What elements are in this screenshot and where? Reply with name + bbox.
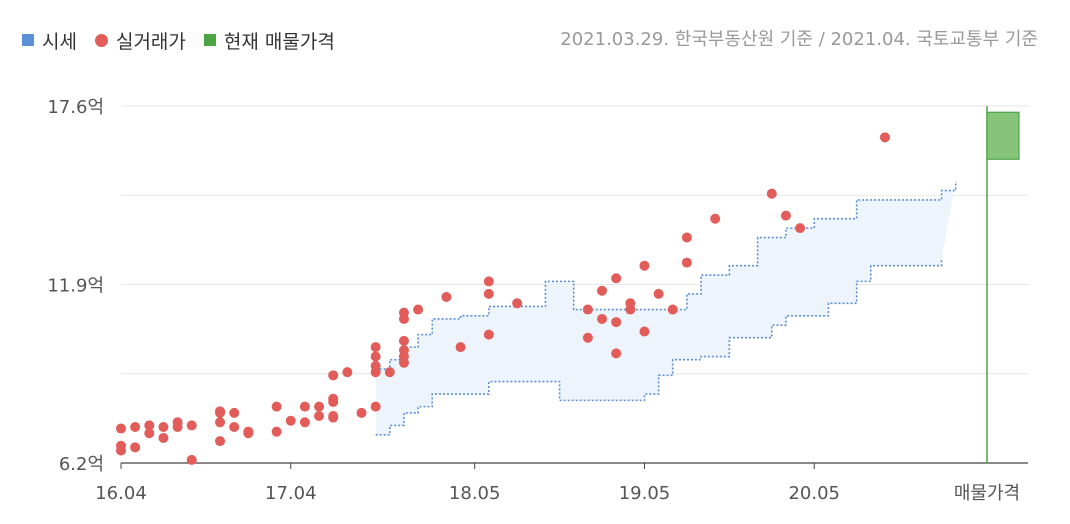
actual-trade-point: [766, 188, 777, 199]
actual-trade-point: [328, 393, 339, 404]
actual-trade-point: [483, 329, 494, 340]
actual-trade-point: [483, 276, 494, 287]
x-tick-label: 18.05: [449, 483, 501, 504]
actual-trade-point: [285, 415, 296, 426]
y-tick-label: 17.6억: [47, 97, 104, 118]
x-tick-label: 19.05: [619, 483, 671, 504]
actual-trade-point: [681, 232, 692, 243]
actual-trade-point: [611, 317, 622, 328]
listing-swatch-icon: [203, 34, 216, 46]
actual-trade-point: [639, 326, 650, 337]
x-tick-label: 16.04: [95, 483, 147, 504]
actual-trade-point: [681, 257, 692, 268]
actual-trade-point: [116, 440, 126, 451]
y-tick-label: 6.2억: [59, 454, 104, 475]
actual-trade-point: [398, 345, 409, 356]
actual-trade-point: [597, 313, 608, 324]
actual-trade-point: [229, 407, 240, 418]
actual-trade-point: [299, 401, 310, 412]
actual-trade-point: [328, 411, 339, 422]
actual-trade-point: [158, 421, 169, 432]
legend-label-listing: 현재 매물가격: [223, 30, 335, 53]
actual-trade-point: [130, 421, 141, 432]
legend-label-market-price: 시세: [42, 30, 77, 53]
y-tick-label: 11.9억: [47, 276, 104, 297]
legend-item-actual-trade[interactable]: 실거래가: [94, 27, 186, 54]
actual-trade-point: [879, 132, 890, 143]
actual-trade-point: [229, 421, 240, 432]
actual-trade-point: [342, 367, 353, 378]
actual-trade-point: [653, 288, 664, 299]
actual-trade-point: [356, 407, 367, 418]
actual-trade-point: [144, 420, 155, 431]
actual-trade-point: [186, 454, 197, 465]
chart-legend: 시세 실거래가 현재 매물가격: [22, 26, 353, 54]
actual-trade-point: [370, 342, 381, 353]
actual-trade-point: [215, 417, 226, 428]
x-tick-label: 17.04: [265, 483, 317, 504]
actual-trade-point: [370, 351, 381, 362]
actual-trade-point: [582, 332, 593, 343]
x-tick-label-listing: 매물가격: [954, 483, 1020, 504]
actual-trade-point: [243, 426, 254, 437]
actual-trade-point: [625, 298, 636, 309]
market-price-swatch-icon: [22, 34, 34, 46]
actual-trade-point: [314, 401, 325, 412]
actual-trade-point: [795, 223, 806, 234]
actual-trade-point: [582, 304, 593, 315]
actual-trade-point: [271, 426, 282, 437]
actual-trade-point: [455, 342, 466, 353]
actual-trade-point: [483, 288, 494, 299]
actual-trade-point: [512, 298, 523, 309]
x-tick-label: 20.05: [788, 483, 840, 504]
actual-trade-point: [186, 420, 197, 431]
actual-trade-point: [611, 273, 622, 284]
legend-label-actual-trade: 실거래가: [115, 30, 186, 53]
data-basis-note: 2021.03.29. 한국부동산원 기준 / 2021.04. 국토교통부 기…: [560, 29, 1038, 50]
actual-trade-point: [370, 401, 381, 412]
actual-trade-point: [299, 417, 310, 428]
actual-trade-point: [611, 348, 622, 359]
actual-trade-point: [271, 401, 282, 412]
listing-range-box: [986, 111, 1020, 160]
actual-trade-point: [144, 428, 155, 439]
actual-trade-point: [328, 370, 339, 381]
actual-trade-point: [158, 432, 169, 443]
actual-trade-point: [314, 411, 325, 422]
market-price-lower-line: [375, 259, 943, 436]
actual-trade-point: [710, 213, 721, 224]
actual-trade-point: [667, 304, 678, 315]
actual-trade-point: [384, 367, 395, 378]
actual-trade-point: [780, 210, 791, 221]
actual-trade-point: [116, 423, 126, 434]
actual-trade-point: [215, 436, 226, 447]
actual-trade-dot-icon: [94, 33, 108, 47]
actual-trade-point: [441, 292, 452, 303]
actual-trade-point: [398, 307, 409, 318]
legend-item-listing[interactable]: 현재 매물가격: [203, 27, 335, 54]
actual-trade-point: [398, 335, 409, 346]
actual-trade-point: [370, 360, 381, 371]
actual-trade-point: [215, 406, 226, 417]
actual-trade-point: [639, 260, 650, 271]
actual-trade-point: [597, 285, 608, 296]
market-price-band-area: [375, 181, 956, 435]
actual-trade-point: [413, 304, 424, 315]
legend-item-market-price[interactable]: 시세: [22, 27, 77, 54]
actual-trade-point: [130, 442, 141, 453]
actual-trade-point: [172, 417, 183, 428]
